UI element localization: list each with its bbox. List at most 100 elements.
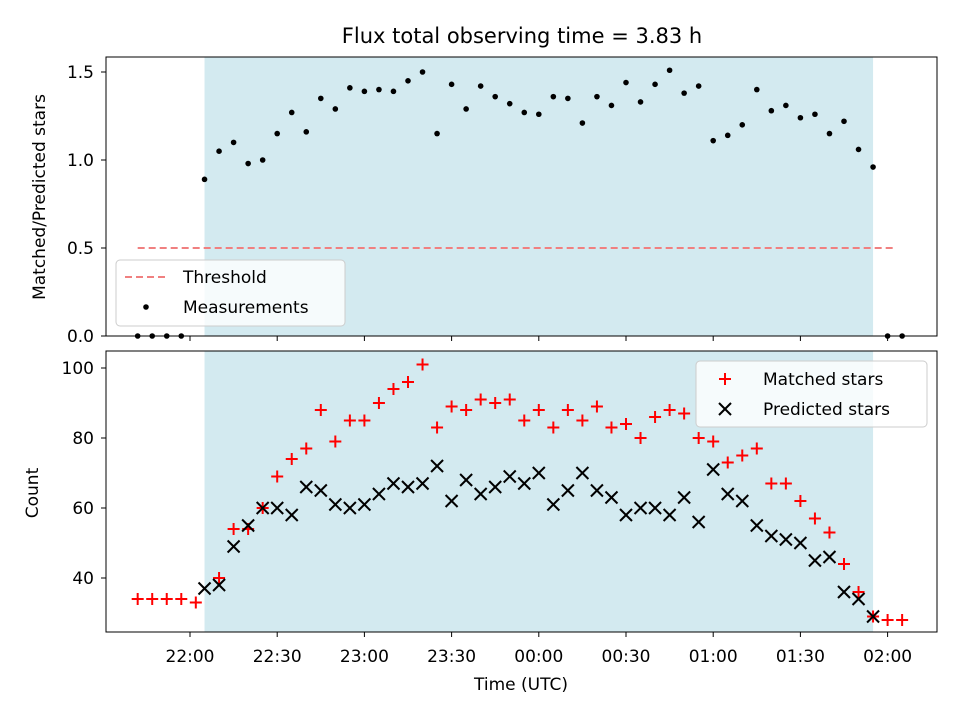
predicted-star-b [299, 480, 313, 494]
predicted-star-point [851, 592, 866, 606]
top-legend-box [115, 259, 346, 327]
top-y-tick-label: 0.0 [67, 327, 94, 347]
matched-star-point [213, 572, 226, 584]
matched-star-point [160, 593, 173, 605]
measurement-point [623, 79, 629, 86]
bottom-x-tick-label: 23:00 [340, 647, 389, 667]
predicted-star-b [357, 497, 372, 512]
matched-star-point [300, 442, 313, 455]
matched-star-point [146, 593, 159, 605]
matched-star-point [620, 418, 632, 430]
measurement-point [201, 176, 208, 183]
predicted-star-point [735, 494, 749, 508]
predicted-star-point [270, 501, 284, 515]
matched-star-point [387, 383, 400, 395]
bottom-y-axis-label: Count [23, 467, 43, 518]
measurement-point [652, 81, 658, 88]
predicted-star-b [604, 490, 619, 505]
top-y-tick-label: 1.5 [67, 63, 94, 83]
measurement-point [783, 102, 789, 109]
predicted-star-point [779, 532, 793, 547]
bottom-y-tick-label: 60 [72, 499, 94, 519]
top-y-tick-label: 0.5 [67, 239, 94, 259]
matched-star-point [271, 470, 284, 483]
measurement-point [637, 99, 644, 105]
bottom-x-tick-label: 23:30 [427, 647, 476, 667]
matched-star-point [750, 442, 763, 455]
predicted-star-point [808, 553, 822, 568]
predicted-star-point [866, 609, 880, 624]
matched-star-point [736, 449, 749, 462]
measurement-point [870, 164, 876, 170]
matched-star-point [707, 435, 720, 448]
predicted-star-b [459, 473, 473, 487]
predicted-star-b [226, 539, 241, 554]
measurement-point [739, 122, 746, 128]
predicted-star-b [444, 494, 459, 508]
matched-star-point [765, 477, 778, 490]
predicted-star-point [285, 508, 299, 522]
measurement-point [812, 111, 818, 118]
measurement-point [521, 109, 528, 116]
predicted-star-point [197, 581, 212, 596]
bottom-x-tick-label: 01:00 [689, 647, 738, 667]
measurement-point [506, 100, 513, 107]
matched-star-point [416, 358, 429, 371]
predicted-star-b [662, 508, 677, 522]
predicted-star-point [488, 480, 502, 494]
predicted-star-point [299, 480, 313, 494]
predicted-star-b [851, 592, 866, 606]
matched-star-point [489, 397, 502, 409]
predicted-star-b [372, 487, 386, 501]
bottom-x-tick-label: 22:00 [166, 647, 215, 667]
top-chart-title: Flux total observing time = 3.83 h [342, 24, 702, 48]
measurement-point [434, 130, 440, 137]
predicted-star-b [401, 480, 415, 494]
matched-star-point [794, 495, 807, 507]
measurement-point [303, 129, 310, 135]
predicted-star-b [473, 487, 488, 501]
matched-star-point [285, 453, 298, 465]
matched-star-point [576, 414, 589, 427]
measurement-point [536, 111, 542, 118]
predicted-star-point [561, 483, 575, 498]
matched-star-point [605, 421, 618, 434]
bottom-marks [131, 358, 909, 626]
measurement-point [608, 102, 615, 109]
bottom-x-tick-label: 22:30 [253, 647, 302, 667]
bottom-plot-frame [105, 350, 938, 633]
top-marks [134, 67, 905, 339]
measurement-point [347, 85, 353, 91]
measurement-point [259, 157, 266, 163]
matched-star-point [547, 421, 560, 434]
predicted-star-point [648, 501, 662, 515]
predicted-star-b [764, 529, 779, 543]
predicted-star-b [706, 462, 720, 477]
predicted-star-point [459, 473, 473, 487]
top-x-axis-ticks [189, 336, 889, 341]
predicted-star-point [764, 529, 779, 543]
measurement-point [565, 95, 571, 102]
bottom-x-tick-label: 02:00 [863, 647, 912, 667]
matched-star-point [189, 596, 202, 609]
predicted-star-point [357, 497, 372, 512]
predicted-star-b [808, 553, 822, 568]
legend-label-measurements: Measurements [183, 298, 309, 318]
measurement-point [594, 93, 600, 100]
measurements-legend-swatch [143, 304, 149, 310]
matched-star-point [779, 477, 792, 490]
measurement-point [245, 160, 251, 167]
measurement-point [768, 107, 775, 114]
predicted-star-b [575, 466, 590, 480]
predicted-star-point [444, 494, 459, 508]
predicted-star-b [822, 550, 837, 564]
measurement-point [274, 130, 281, 137]
measurement-point [405, 78, 411, 84]
predicted-star-b [590, 483, 604, 498]
predicted-star-point [706, 462, 720, 477]
predicted-star-b [212, 578, 226, 592]
bottom-y-axis: 40 60 80 100 [62, 359, 106, 589]
x-axis-label: Time (UTC) [473, 675, 568, 695]
matched-star-point [649, 411, 662, 423]
